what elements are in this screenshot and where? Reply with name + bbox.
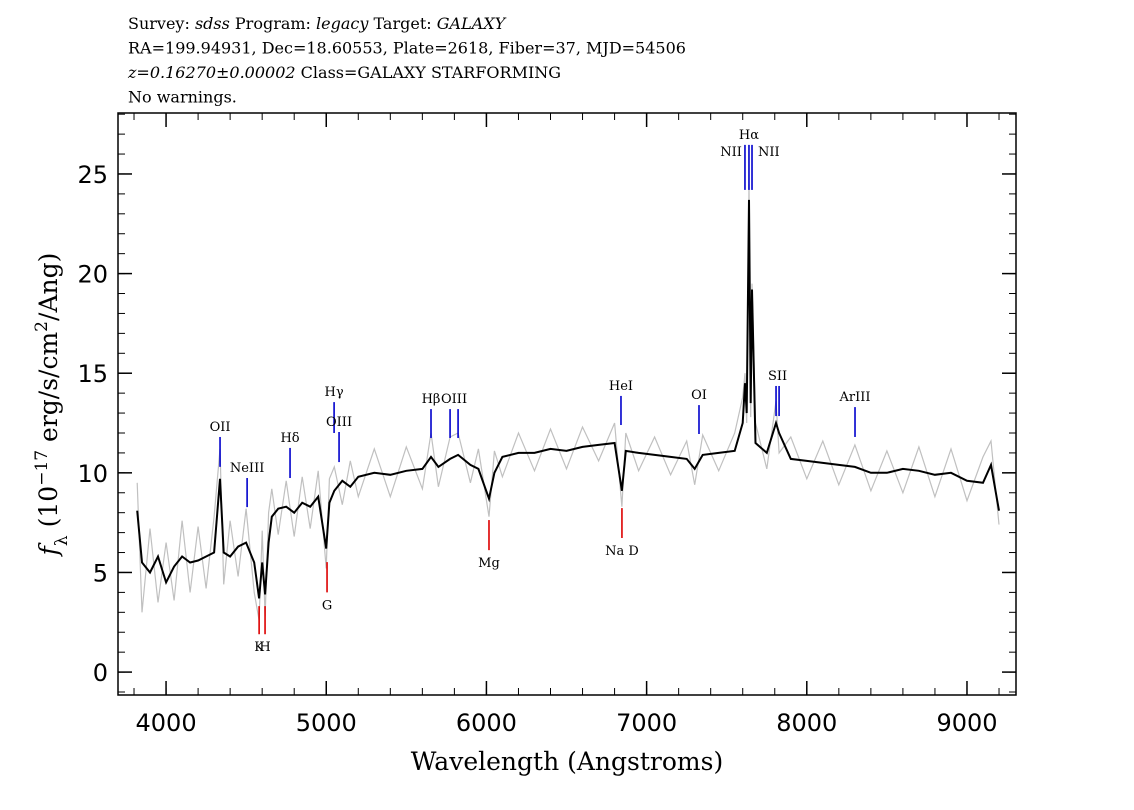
- header-text: Target:: [368, 14, 436, 33]
- line-label: SII: [768, 369, 787, 384]
- spectrum-line: [136, 183, 1000, 621]
- header-text: Survey:: [128, 14, 195, 33]
- line-label: OIII: [326, 415, 352, 430]
- line-label: OII: [210, 420, 231, 435]
- header-line: Survey: sdss Program: legacy Target: GAL…: [128, 14, 507, 33]
- y-tick-label: 0: [93, 659, 108, 687]
- header-text: Class=GALAXY STARFORMING: [296, 63, 561, 82]
- header-text: RA=199.94931, Dec=18.60553, Plate=2618, …: [128, 39, 686, 58]
- y-tick-label: 10: [77, 460, 108, 488]
- line-label: Mg: [478, 556, 500, 571]
- line-label: G: [322, 598, 332, 613]
- y-axis-label-part: f: [34, 542, 63, 557]
- y-tick-label: 5: [93, 559, 108, 587]
- line-label: OIII: [441, 392, 467, 407]
- header-text: Program:: [230, 14, 316, 33]
- plot-frame: [117, 112, 1017, 696]
- line-label: ArIII: [839, 390, 871, 405]
- y-axis-label-part: erg/s/cm: [34, 332, 63, 450]
- line-label: Hβ: [422, 392, 441, 407]
- y-axis-label-part: (10: [34, 486, 63, 536]
- line-label: K: [254, 640, 264, 655]
- x-tick-label: 9000: [936, 709, 997, 737]
- x-tick-label: 4000: [136, 709, 197, 737]
- y-axis-label-part: λ: [52, 535, 72, 546]
- y-axis-label-part: 2: [32, 321, 52, 332]
- line-label: HeI: [609, 379, 633, 394]
- line-label: Na D: [605, 544, 639, 559]
- line-label: Hγ: [325, 385, 344, 400]
- y-tick-label: 25: [77, 161, 108, 189]
- y-axis-label: fλ (10−17 erg/s/cm2/Ang): [32, 253, 72, 558]
- header-line: No warnings.: [128, 88, 237, 107]
- header-line: z=0.16270±0.00002 Class=GALAXY STARFORMI…: [127, 63, 561, 82]
- x-tick-label: 5000: [296, 709, 357, 737]
- line-label: NII: [720, 145, 742, 160]
- header-line: RA=199.94931, Dec=18.60553, Plate=2618, …: [128, 39, 686, 58]
- y-axis-label-part: −17: [32, 450, 52, 486]
- y-tick-label: 20: [77, 261, 108, 289]
- y-tick-label: 15: [77, 360, 108, 388]
- line-label: NII: [758, 145, 780, 160]
- header-text: GALAXY: [437, 14, 507, 33]
- header-text: sdss: [195, 14, 230, 33]
- x-tick-label: 7000: [616, 709, 677, 737]
- x-tick-label: 6000: [456, 709, 517, 737]
- y-axis-label-part: /Ang): [34, 253, 63, 321]
- header-text: No warnings.: [128, 88, 237, 107]
- line-label: Hα: [739, 128, 759, 143]
- line-label: OI: [691, 388, 707, 403]
- line-label: NeIII: [230, 461, 264, 476]
- line-label: Hδ: [280, 431, 299, 446]
- header-text: z=0.16270±0.00002: [127, 63, 296, 82]
- line-label: H: [259, 640, 270, 655]
- spectrum-line: [136, 199, 1000, 599]
- x-tick-label: 8000: [776, 709, 837, 737]
- x-axis-label: Wavelength (Angstroms): [411, 747, 723, 776]
- header-text: legacy: [316, 14, 369, 33]
